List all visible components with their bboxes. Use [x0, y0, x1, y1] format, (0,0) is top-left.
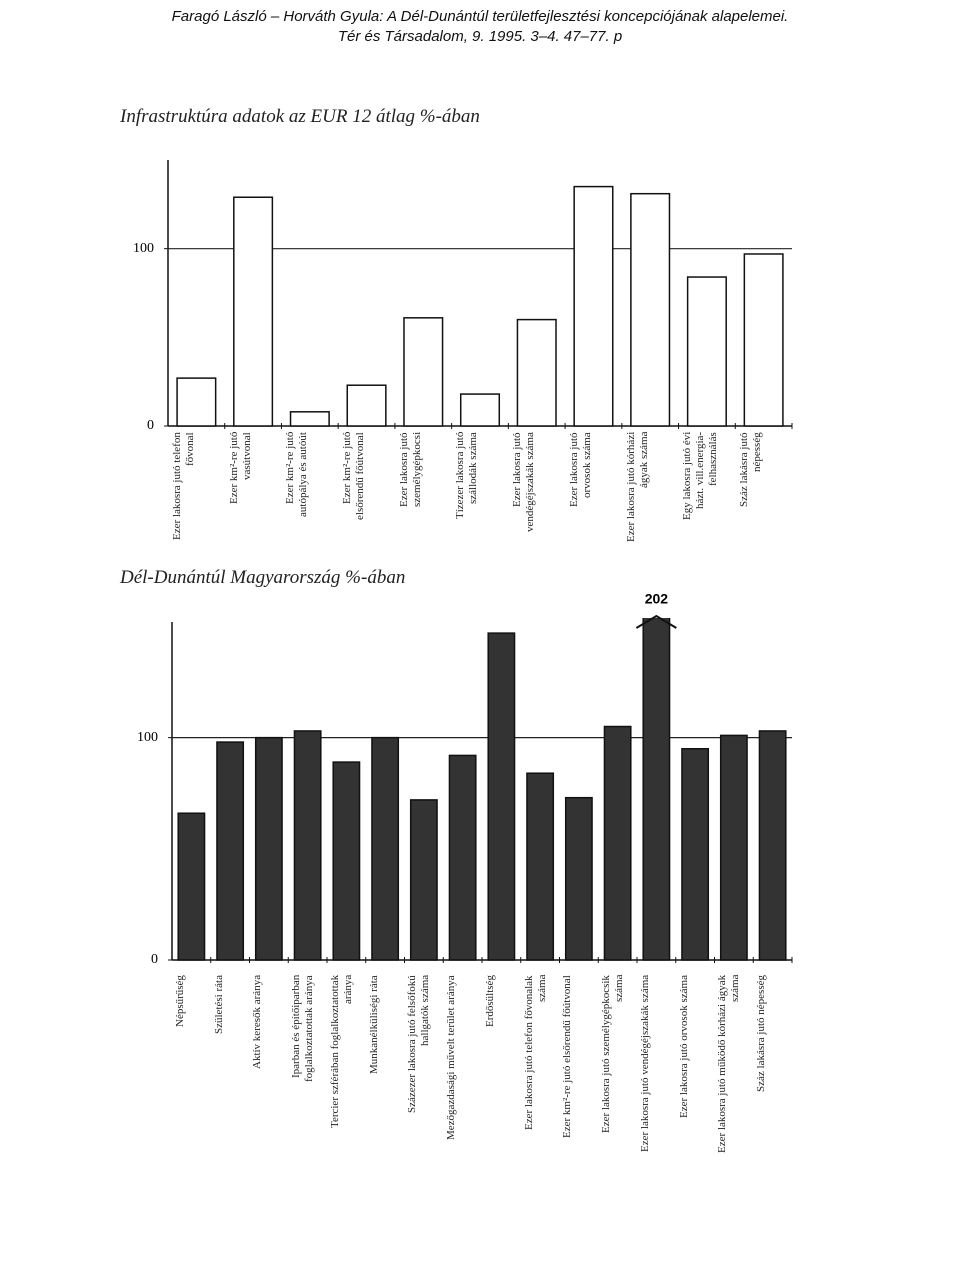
bar: [233, 196, 274, 427]
bar: [516, 318, 557, 427]
x-tick-label: Születési ráta: [212, 975, 225, 1034]
x-tick-label: Ezer lakosra jutó személygépkocsik száma: [600, 975, 626, 1133]
bar: [289, 411, 330, 427]
x-tick-label: Tercier szférában foglalkoztatottak arán…: [328, 975, 354, 1129]
y-tick-label: 100: [137, 730, 158, 745]
y-tick-label: 0: [151, 952, 158, 967]
x-tick-label: Aktív keresők aránya: [251, 975, 264, 1070]
bar: [487, 632, 516, 961]
x-tick-label: Egy lakosra jutó évi házt. vill.energia-…: [681, 432, 720, 521]
bar: [573, 185, 614, 427]
x-tick-label: Ezer lakosra jutó telefon fővonal: [170, 432, 196, 540]
x-tick-label: Munkanélküliségi ráta: [367, 975, 380, 1074]
overflow-arrow: [635, 614, 677, 629]
bar: [564, 796, 593, 961]
x-tick-label: Ezer lakosra jutó működő kórházi ágyak s…: [716, 975, 742, 1154]
x-tick-label: Tízezer lakosra jutó szállodák száma: [454, 432, 480, 520]
x-tick-label: Százezer lakosra jutó felsőfokú hallgató…: [406, 975, 432, 1113]
x-tick-label: Ezer lakosra jutó orvosok száma: [677, 975, 690, 1118]
bar: [177, 812, 206, 961]
bar: [526, 772, 555, 961]
bar: [403, 317, 444, 427]
header-line: Tér és Társadalom, 9. 1995. 3–4. 47–77. …: [337, 28, 623, 45]
x-tick-label: Ezer km²-re jutó elsőrendű főútvonal: [561, 975, 574, 1138]
bar: [176, 377, 217, 427]
chart-title: Infrastruktúra adatok az EUR 12 átlag %-…: [120, 106, 480, 127]
x-tick-label: Ezer lakosra jutó telefon fővonalak szám…: [522, 975, 548, 1130]
bars: [176, 185, 784, 427]
x-tick-label: Száz lakásra jutó népesség: [755, 975, 768, 1092]
bar: [758, 730, 787, 961]
bar: [603, 725, 632, 961]
bar: [254, 736, 283, 961]
header-line: Faragó László – Horváth Gyula: A Dél-Dun…: [171, 8, 789, 25]
bar: [409, 799, 438, 961]
chart-title: Dél-Dunántúl Magyarország %-ában: [120, 567, 406, 588]
x-tick-label: Mezőgazdasági művelt terület aránya: [445, 975, 458, 1140]
x-tick-label: Ezer km²-re jutó autópálya és autóút: [284, 432, 310, 517]
x-tick-label: Ezer lakosra jutó vendégéjszakák száma: [638, 975, 651, 1153]
x-tick-label: Ezer lakosra jutó kórházi ágyak száma: [624, 432, 650, 543]
bar: [630, 192, 671, 427]
bar: [293, 730, 322, 961]
x-tick-label: Ezer lakosra jutó vendégéjszakák száma: [511, 432, 537, 532]
bar: [642, 618, 671, 961]
x-tick-label: Ezer km²-re jutó elsőrendű főútvonal: [341, 432, 367, 520]
bar: [681, 748, 710, 961]
bar: [346, 384, 387, 427]
x-tick-label: Népsűrűség: [173, 975, 186, 1027]
bar: [459, 393, 501, 427]
bars: [177, 618, 787, 961]
x-tick-label: Ezer km²-re jutó vasútvonal: [227, 432, 253, 505]
x-tick-label: Erdősültség: [483, 975, 496, 1027]
bar: [686, 276, 727, 427]
bar: [719, 734, 748, 961]
x-tick-label: Iparban és építőiparban foglalkoztatotta…: [290, 975, 316, 1082]
y-tick-label: 100: [133, 241, 154, 256]
x-tick-label: Ezer lakosra jutó orvosok száma: [567, 432, 593, 507]
value-label: 202: [645, 591, 669, 607]
bar: [448, 754, 477, 961]
bar: [371, 736, 400, 961]
x-tick-label: Száz lakásra jutó népesség: [738, 432, 764, 507]
x-tick-label: Ezer lakosra jutó személygépkocsi: [397, 432, 423, 508]
y-tick-label: 0: [147, 418, 154, 433]
bar: [743, 253, 784, 427]
bar: [216, 741, 245, 961]
bar: [332, 761, 361, 961]
